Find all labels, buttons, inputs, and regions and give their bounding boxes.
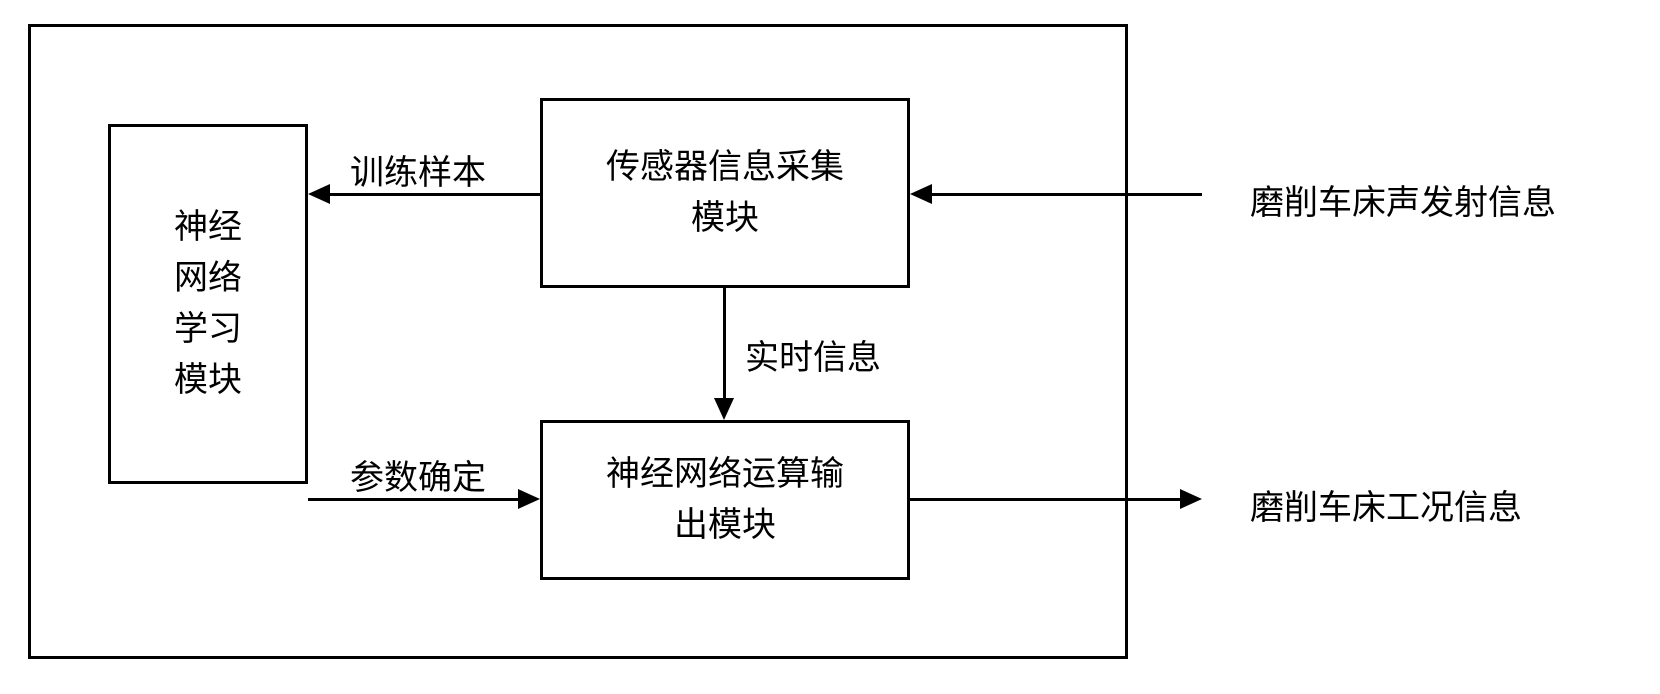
node-nn-learn: 神经 网络 学习 模块	[108, 124, 308, 484]
sensor-line1: 传感器信息采集	[606, 142, 844, 193]
nn-output-line1: 神经网络运算输	[606, 449, 844, 500]
sensor-line2: 模块	[691, 193, 759, 244]
diagram-canvas: 神经 网络 学习 模块 传感器信息采集 模块 神经网络运算输 出模块 训练样本 …	[0, 0, 1660, 694]
arrowhead-nnlearn-to-nnoutput	[518, 489, 540, 509]
label-param-confirm: 参数确定	[350, 450, 486, 499]
node-sensor: 传感器信息采集 模块	[540, 98, 910, 288]
nn-learn-line4: 模块	[174, 355, 242, 406]
node-nn-output: 神经网络运算输 出模块	[540, 420, 910, 580]
arrowhead-ext-in	[910, 184, 932, 204]
arrowhead-sensor-to-nnoutput	[714, 398, 734, 420]
label-train-sample: 训练样本	[350, 145, 486, 194]
arrow-ext-out	[910, 498, 1180, 501]
arrow-sensor-to-nnoutput	[723, 288, 726, 398]
nn-output-line2: 出模块	[674, 500, 776, 551]
arrow-ext-in	[932, 193, 1202, 196]
arrowhead-ext-out	[1180, 489, 1202, 509]
label-ext-out: 磨削车床工况信息	[1250, 480, 1522, 529]
label-realtime-info: 实时信息	[745, 330, 881, 379]
nn-learn-line2: 网络	[174, 253, 242, 304]
label-ext-in: 磨削车床声发射信息	[1250, 175, 1556, 224]
nn-learn-line1: 神经	[174, 202, 242, 253]
arrowhead-sensor-to-nnlearn	[308, 184, 330, 204]
nn-learn-line3: 学习	[174, 304, 242, 355]
